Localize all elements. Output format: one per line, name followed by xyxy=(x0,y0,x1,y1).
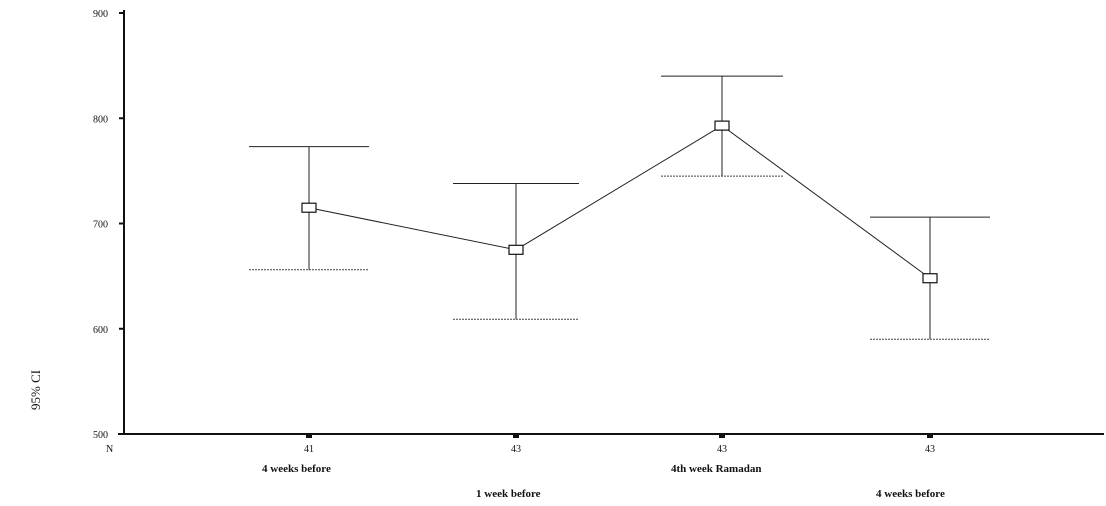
axes xyxy=(118,10,1104,435)
y-tick-label: 800 xyxy=(93,114,108,125)
y-tick-label: 500 xyxy=(93,430,108,441)
series xyxy=(249,75,990,340)
mean-line xyxy=(308,125,931,279)
mean-marker xyxy=(922,273,938,284)
mean-marker xyxy=(714,120,730,131)
n-value-label: 43 xyxy=(925,444,935,455)
y-axis-label: 95% CI xyxy=(28,370,43,410)
x-tick xyxy=(306,435,312,438)
mean-marker xyxy=(508,244,524,255)
n-label: N xyxy=(106,444,113,455)
y-tick-label: 700 xyxy=(93,220,108,231)
x-tick xyxy=(513,435,519,438)
x-tick xyxy=(719,435,725,438)
category-label: 4 weeks before xyxy=(262,463,331,475)
x-tick xyxy=(927,435,933,438)
n-value-label: 43 xyxy=(717,444,727,455)
y-tick-label: 600 xyxy=(93,325,108,336)
category-label: 1 week before xyxy=(476,488,541,500)
mean-marker xyxy=(301,202,317,213)
x-labels: N 41 43 43 43 4 weeks before 1 week before 4th… xyxy=(106,435,945,500)
category-label: 4th week Ramadan xyxy=(671,463,761,475)
y-tick-label: 900 xyxy=(93,9,108,20)
n-value-label: 41 xyxy=(304,444,314,455)
y-ticks: 500 600 700 800 900 xyxy=(93,9,124,441)
n-value-label: 43 xyxy=(511,444,521,455)
category-label: 4 weeks before xyxy=(876,488,945,500)
